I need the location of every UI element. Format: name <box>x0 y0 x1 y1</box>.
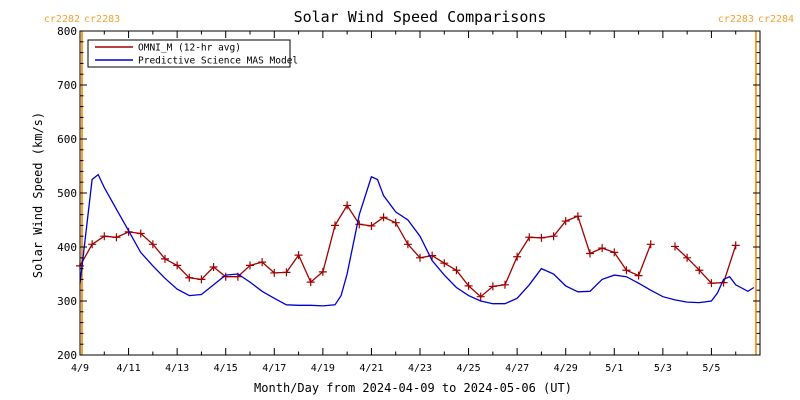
data-point-marker <box>598 244 607 253</box>
data-point-marker <box>306 278 315 287</box>
data-point-marker <box>513 252 522 261</box>
data-point-marker <box>464 281 473 290</box>
data-point-marker <box>367 221 376 230</box>
x-tick-label: 4/21 <box>359 363 383 374</box>
series-layer <box>76 173 755 307</box>
chart-title: Solar Wind Speed Comparisons <box>294 8 547 26</box>
data-point-marker <box>695 266 704 275</box>
x-tick-label: 4/19 <box>311 363 335 374</box>
data-point-marker <box>488 282 497 291</box>
data-point-marker <box>452 266 461 275</box>
data-point-marker <box>476 292 485 301</box>
data-point-marker <box>185 273 194 282</box>
data-point-marker <box>671 242 679 251</box>
y-tick-label: 300 <box>57 295 77 308</box>
data-point-marker <box>173 261 182 270</box>
y-tick-label: 400 <box>57 241 77 254</box>
data-point-marker <box>294 251 303 260</box>
x-tick-label: 5/5 <box>702 363 720 374</box>
series-omni <box>76 201 740 301</box>
data-point-marker <box>707 279 716 288</box>
data-point-marker <box>246 261 254 270</box>
series-line-segment <box>79 204 652 298</box>
x-tick-label: 4/27 <box>505 363 529 374</box>
data-point-marker <box>501 280 509 289</box>
axes-layer: 200 300 400 500 600 700 800 4/9 4/11 4/13 4/15 4/17… <box>57 25 760 374</box>
data-point-marker <box>634 271 643 280</box>
x-tick-label: 5/1 <box>605 363 623 374</box>
carrington-left-label: cr2283 <box>718 14 754 25</box>
carrington-right-label: cr2284 <box>758 14 794 25</box>
data-point-marker <box>209 262 218 271</box>
data-point-marker <box>136 229 145 238</box>
data-point-marker <box>355 220 364 229</box>
carrington-right-label: cr2283 <box>84 14 120 25</box>
y-tick-label: 700 <box>57 79 77 92</box>
data-point-marker <box>610 248 619 257</box>
x-tick-label: 4/15 <box>214 363 238 374</box>
data-point-marker <box>270 268 279 277</box>
data-point-marker <box>112 233 121 242</box>
x-tick-label: 4/23 <box>408 363 432 374</box>
data-point-marker <box>549 232 558 241</box>
series-line-segment <box>79 173 755 307</box>
data-point-marker <box>561 217 570 226</box>
data-point-marker <box>100 232 109 241</box>
data-point-marker <box>318 267 327 276</box>
legend: OMNI_M (12-hr avg) Predictive Science MA… <box>87 39 298 68</box>
x-tick-label: 4/9 <box>71 363 89 374</box>
data-point-marker <box>282 268 291 277</box>
data-point-marker <box>537 233 546 242</box>
x-axis-label: Month/Day from 2024-04-09 to 2024-05-06 … <box>254 381 572 395</box>
data-point-marker <box>440 259 449 268</box>
data-point-marker <box>331 221 339 230</box>
data-point-marker <box>88 240 97 249</box>
carrington-left-label: cr2282 <box>44 14 80 25</box>
x-tick-label: 4/29 <box>554 363 578 374</box>
legend-label-omni: OMNI_M (12-hr avg) <box>138 43 241 54</box>
legend-label-mas-model: Predictive Science MAS Model <box>138 56 298 67</box>
data-point-marker <box>416 253 424 262</box>
data-point-marker <box>391 218 400 227</box>
data-point-marker <box>161 254 169 263</box>
y-axis-label: Solar Wind Speed (km/s) <box>31 112 45 278</box>
x-tick-label: 4/11 <box>117 363 141 374</box>
x-tick-label: 4/13 <box>165 363 189 374</box>
data-point-marker <box>683 253 692 262</box>
data-point-marker <box>379 213 388 222</box>
series-line-segment <box>674 245 737 284</box>
data-point-marker <box>403 240 412 249</box>
data-point-marker <box>197 275 206 284</box>
y-tick-label: 600 <box>57 133 77 146</box>
data-point-marker <box>148 240 157 249</box>
data-point-marker <box>343 201 352 210</box>
data-point-marker <box>622 266 631 275</box>
y-tick-label: 500 <box>57 187 77 200</box>
x-tick-label: 4/25 <box>457 363 481 374</box>
legend-box <box>87 39 291 68</box>
y-tick-label: 200 <box>57 349 77 362</box>
y-tick-label: 800 <box>57 25 77 38</box>
x-tick-label: 4/17 <box>262 363 286 374</box>
series-mas-model <box>79 173 755 307</box>
data-point-marker <box>731 241 740 250</box>
data-point-marker <box>525 233 534 242</box>
x-tick-label: 5/3 <box>654 363 672 374</box>
data-point-marker <box>573 212 582 221</box>
data-point-marker <box>258 258 267 267</box>
data-point-marker <box>646 240 655 249</box>
data-point-marker <box>586 249 594 258</box>
